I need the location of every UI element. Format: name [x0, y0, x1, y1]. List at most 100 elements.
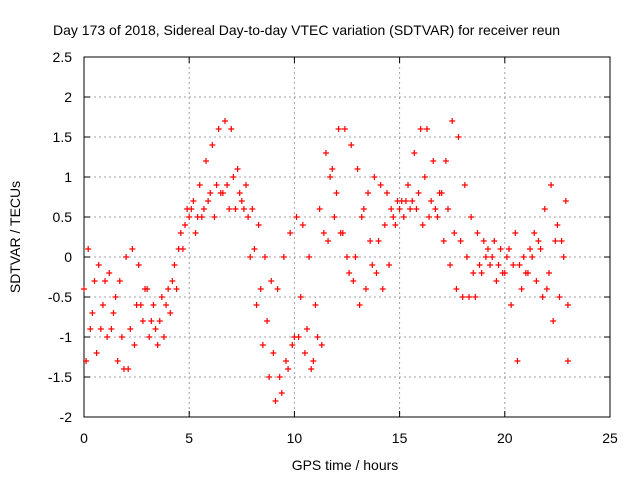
data-point — [508, 302, 515, 308]
data-point — [270, 350, 277, 356]
x-axis-title: GPS time / hours — [292, 457, 399, 473]
data-point — [495, 262, 502, 268]
data-point — [177, 230, 184, 236]
data-point — [482, 254, 489, 260]
data-point — [200, 206, 207, 212]
data-point — [226, 206, 233, 212]
data-point — [289, 342, 296, 348]
x-tick-label: 5 — [185, 430, 193, 446]
data-point — [493, 278, 500, 284]
data-point — [548, 182, 555, 188]
data-point — [358, 214, 365, 220]
y-axis-title: SDTVAR / TECUs — [7, 181, 23, 293]
data-point — [85, 246, 92, 252]
y-tick-label: -2 — [60, 409, 73, 425]
data-point — [417, 126, 424, 132]
data-point — [310, 358, 317, 364]
data-point — [480, 238, 487, 244]
data-point — [108, 326, 115, 332]
data-point — [238, 198, 245, 204]
data-point — [362, 286, 369, 292]
data-points — [81, 118, 571, 404]
data-point — [198, 214, 205, 220]
data-point — [228, 126, 235, 132]
data-point — [114, 358, 121, 364]
data-point — [135, 262, 142, 268]
data-point — [167, 310, 174, 316]
data-point — [468, 214, 475, 220]
data-point — [518, 286, 525, 292]
data-point — [396, 206, 403, 212]
data-point — [390, 214, 397, 220]
data-point — [360, 206, 367, 212]
data-point — [251, 246, 258, 252]
data-point — [413, 206, 420, 212]
data-point — [148, 318, 155, 324]
data-point — [341, 126, 348, 132]
data-point — [120, 366, 127, 372]
data-point — [558, 238, 565, 244]
y-axis-tick-labels: -2 -1.5 -1 -0.5 0 0.5 1 1.5 2 2.5 — [48, 49, 72, 425]
data-point — [407, 206, 414, 212]
data-point — [457, 238, 464, 244]
data-point — [123, 254, 130, 260]
data-point — [104, 334, 111, 340]
data-point — [554, 222, 561, 228]
data-point — [426, 214, 433, 220]
data-point — [520, 254, 527, 260]
data-point — [369, 262, 376, 268]
data-point — [253, 302, 260, 308]
x-tick-label: 0 — [80, 430, 88, 446]
data-point — [278, 390, 285, 396]
data-point — [131, 342, 138, 348]
data-point — [87, 326, 94, 332]
data-point — [156, 318, 163, 324]
data-point — [506, 246, 513, 252]
data-point — [203, 158, 210, 164]
data-point — [478, 270, 485, 276]
data-point — [337, 230, 344, 236]
data-point — [501, 270, 508, 276]
data-point — [139, 318, 146, 324]
y-tick-label: -0.5 — [48, 289, 72, 305]
data-point — [377, 182, 384, 188]
data-point — [560, 254, 567, 260]
data-point — [301, 350, 308, 356]
data-point — [461, 182, 468, 188]
data-point — [392, 222, 399, 228]
data-point — [215, 126, 222, 132]
data-point — [169, 278, 176, 284]
data-point — [503, 254, 510, 260]
plot-frame — [83, 56, 611, 418]
data-point — [259, 342, 266, 348]
data-point — [213, 182, 220, 188]
data-point — [449, 118, 456, 124]
y-tick-label: -1 — [60, 329, 73, 345]
data-point — [430, 158, 437, 164]
data-point — [207, 190, 214, 196]
data-point — [489, 254, 496, 260]
data-point — [287, 230, 294, 236]
data-point — [356, 302, 363, 308]
data-point — [81, 286, 87, 292]
x-tick-label: 25 — [602, 430, 618, 446]
data-point — [112, 294, 119, 300]
data-point — [205, 198, 212, 204]
data-point — [476, 262, 483, 268]
data-point — [232, 206, 239, 212]
data-point — [308, 366, 315, 372]
data-point — [274, 286, 281, 292]
y-tick-label: 0 — [64, 249, 72, 265]
data-point — [533, 278, 540, 284]
data-point — [453, 286, 460, 292]
data-point — [297, 294, 304, 300]
data-point — [89, 310, 96, 316]
data-point — [184, 206, 191, 212]
data-point — [535, 238, 542, 244]
data-point — [190, 198, 197, 204]
data-point — [240, 206, 247, 212]
data-point — [255, 222, 262, 228]
data-point — [428, 198, 435, 204]
data-point — [415, 190, 422, 196]
